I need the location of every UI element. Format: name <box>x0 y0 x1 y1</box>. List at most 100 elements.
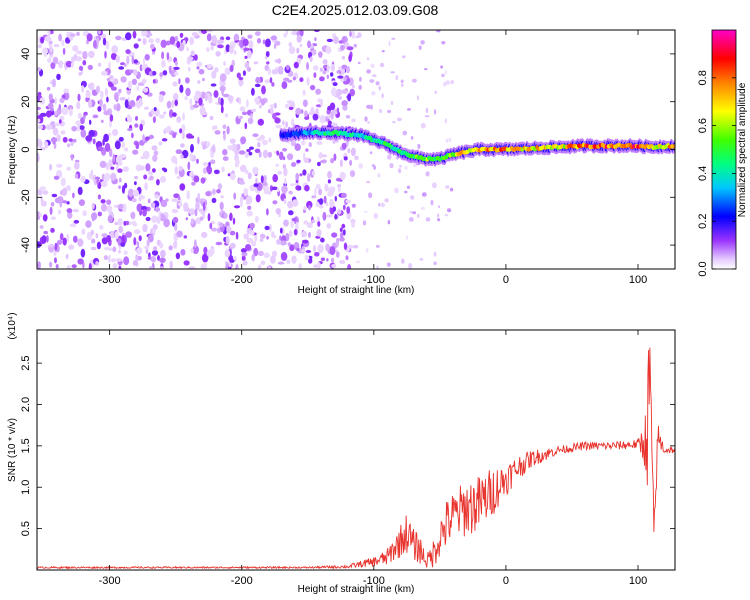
noise-blob <box>238 76 244 81</box>
noise-blob <box>274 117 281 124</box>
noise-blob <box>437 213 440 218</box>
noise-blob <box>350 147 356 157</box>
noise-blob <box>173 193 180 199</box>
noise-blob <box>262 181 268 187</box>
colorbar-ticks: 0.0 0.2 0.4 0.6 0.8 <box>697 70 736 277</box>
noise-blob <box>101 180 108 188</box>
noise-blob <box>156 179 160 186</box>
colorbar-tick-label: 0.8 <box>697 70 709 85</box>
noise-blob <box>433 261 437 266</box>
noise-blob <box>58 33 62 42</box>
noise-blob <box>227 173 231 177</box>
noise-blob <box>124 147 129 152</box>
noise-blob <box>341 192 347 199</box>
noise-blob <box>153 150 159 156</box>
noise-blob <box>58 119 62 124</box>
noise-blob <box>59 233 64 241</box>
noise-blob <box>364 116 368 122</box>
noise-blob <box>138 235 142 242</box>
noise-blob <box>269 104 276 108</box>
y-tick-label: 0 <box>20 146 32 152</box>
noise-blob <box>319 76 325 82</box>
noise-blob <box>155 37 161 44</box>
noise-blob <box>54 122 60 127</box>
noise-blob <box>168 65 172 74</box>
noise-blob <box>331 232 338 238</box>
noise-blob <box>160 249 166 258</box>
noise-blob <box>229 138 236 144</box>
noise-blob <box>263 175 267 183</box>
noise-blob <box>246 210 253 217</box>
noise-blob <box>288 190 293 195</box>
noise-blob <box>96 85 100 94</box>
noise-blob <box>139 165 145 171</box>
noise-blob <box>209 115 214 121</box>
noise-blob <box>137 38 142 42</box>
noise-blob <box>151 215 158 224</box>
noise-blob <box>221 87 224 96</box>
noise-blob <box>236 72 241 79</box>
noise-blob <box>161 51 165 60</box>
noise-blob <box>78 72 82 76</box>
noise-blob <box>96 37 100 46</box>
noise-blob <box>80 175 86 183</box>
noise-blob <box>358 163 364 169</box>
noise-blob <box>202 162 209 167</box>
noise-blob <box>290 219 294 229</box>
noise-blob <box>133 59 138 64</box>
noise-blob <box>387 220 391 225</box>
noise-blob <box>115 155 123 164</box>
noise-blob <box>110 86 117 91</box>
noise-blob <box>109 114 114 122</box>
noise-blob <box>187 161 191 171</box>
noise-blob <box>40 196 43 203</box>
noise-blob <box>159 175 167 183</box>
noise-blob <box>50 137 58 143</box>
noise-blob <box>97 106 102 112</box>
noise-blob <box>378 202 381 207</box>
colorbar-label: Normalized spectral amplitude <box>737 82 748 217</box>
noise-blob <box>151 51 156 55</box>
noise-blob <box>219 222 224 228</box>
noise-blob <box>288 210 294 216</box>
noise-blob <box>148 170 154 176</box>
noise-blob <box>327 179 331 184</box>
noise-blob <box>409 211 413 214</box>
noise-blob <box>90 169 94 177</box>
noise-blob <box>268 224 272 232</box>
noise-blob <box>229 259 235 263</box>
noise-blob <box>330 63 335 72</box>
noise-blob <box>150 43 155 50</box>
noise-blob <box>343 76 347 82</box>
noise-blob <box>56 163 63 168</box>
noise-blob <box>345 199 352 204</box>
noise-blob <box>81 85 85 93</box>
noise-blob <box>346 46 354 51</box>
noise-blob <box>216 189 221 194</box>
noise-blob <box>99 90 104 99</box>
noise-blob <box>318 204 324 209</box>
noise-blob <box>343 80 350 85</box>
noise-blob <box>178 165 183 172</box>
noise-blob <box>277 261 285 265</box>
noise-blob <box>341 223 346 229</box>
noise-blob <box>411 78 417 83</box>
noise-blob <box>166 100 172 109</box>
noise-blob <box>131 78 137 86</box>
noise-blob <box>191 181 196 186</box>
noise-blob <box>433 251 437 257</box>
noise-blob <box>232 217 236 225</box>
noise-blob <box>93 40 97 49</box>
noise-blob <box>206 47 210 52</box>
noise-blob <box>142 150 150 160</box>
noise-blob <box>250 113 254 118</box>
noise-blob <box>172 112 177 117</box>
noise-blob <box>86 231 93 241</box>
noise-blob <box>55 264 59 269</box>
noise-blob <box>101 173 105 180</box>
noise-blob <box>213 125 218 130</box>
noise-blob <box>187 67 191 72</box>
noise-blob <box>95 261 99 266</box>
noise-blob <box>180 154 184 160</box>
noise-blob <box>386 262 391 267</box>
